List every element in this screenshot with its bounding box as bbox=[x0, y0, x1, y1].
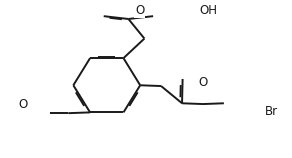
Text: O: O bbox=[198, 76, 207, 89]
Text: O: O bbox=[135, 4, 144, 17]
Text: Br: Br bbox=[265, 105, 278, 118]
Text: O: O bbox=[18, 98, 27, 111]
Text: OH: OH bbox=[200, 4, 218, 17]
